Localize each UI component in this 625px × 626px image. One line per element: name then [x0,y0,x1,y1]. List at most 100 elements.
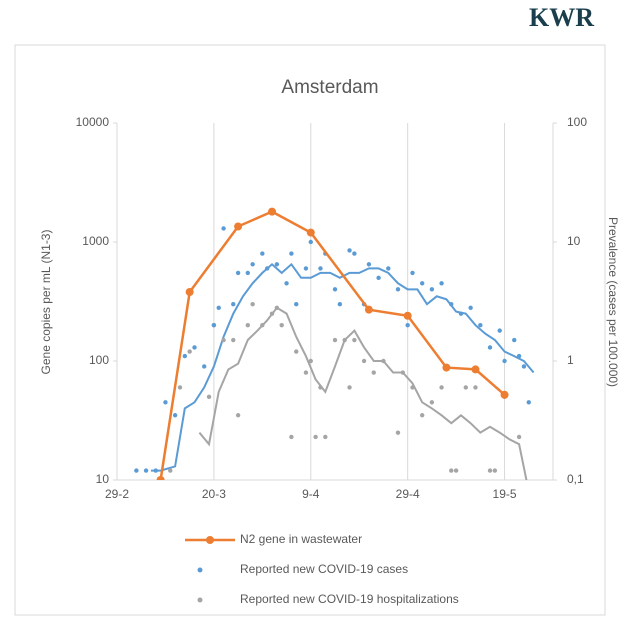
data-dot [516,434,522,440]
data-dot [269,311,275,316]
data-dot [264,266,270,271]
data-dot [410,270,415,276]
data-dot [172,413,178,418]
y2-axis-label: Prevalence (cases per 100.000) [606,217,620,387]
data-dot [429,400,435,405]
data-dot [303,266,309,271]
series-line [198,306,528,480]
x-tick-label: 9-4 [302,487,320,501]
data-dot [202,364,207,369]
data-dot [449,302,454,307]
series-line [150,262,535,472]
data-dot [449,468,454,473]
data-dot [250,302,255,307]
legend-swatch [206,536,214,544]
data-dot [420,281,425,286]
data-dot [313,434,318,440]
data-marker [306,228,315,237]
data-dot [143,468,149,473]
y-tick-label: 10 [96,472,110,486]
data-dot [512,337,517,343]
data-dot [468,305,473,310]
chart-title: Amsterdam [281,77,378,98]
data-marker [364,305,373,314]
data-dot [516,353,522,359]
data-dot [473,385,478,390]
plot-area [134,207,535,480]
data-dot [245,322,250,328]
data-dot [318,385,323,390]
data-dot [347,385,352,390]
data-dot [289,251,294,256]
data-dot [526,400,531,405]
data-marker [234,222,243,231]
data-dot [347,248,352,253]
x-tick-label: 20-3 [202,487,226,501]
data-marker [500,390,509,399]
x-tick-label: 29-4 [396,487,420,501]
data-dot [395,430,401,435]
data-marker [403,311,412,320]
data-dot [352,337,357,343]
data-dot [381,358,386,364]
data-dot [420,413,425,418]
data-marker [156,476,165,480]
legend-swatch [197,567,203,573]
data-dot [521,364,527,369]
data-dot [260,322,265,328]
data-dot [323,434,328,440]
data-dot [453,468,459,473]
data-dot [216,305,221,310]
data-dot [182,353,188,359]
data-dot [439,385,444,390]
data-dot [376,275,381,281]
data-dot [279,322,284,328]
data-dot [260,251,265,256]
data-dot [274,262,280,267]
data-dot [361,358,367,364]
data-dot [308,239,313,245]
legend-label: N2 gene in wastewater [240,532,362,546]
data-dot [206,394,212,400]
data-dot [231,337,236,343]
data-dot [487,468,493,473]
data-dot [332,287,338,292]
data-dot [366,262,372,267]
data-marker [185,288,194,297]
data-dot [284,281,289,286]
data-dot [308,358,313,364]
y2-tick-label: 0,1 [567,472,584,486]
y-tick-label: 1000 [82,234,109,248]
data-dot [211,322,217,328]
data-dot [187,349,192,354]
data-dot [395,287,401,292]
data-dot [478,322,483,328]
data-dot [303,370,309,375]
data-dot [168,468,173,473]
data-marker [442,363,451,372]
x-tick-label: 29-2 [105,487,129,501]
data-dot [405,322,410,328]
data-dot [294,302,299,307]
data-dot [274,305,280,310]
data-dot [429,287,435,292]
data-dot [294,349,299,354]
data-dot [352,251,357,256]
logo: KWR [529,3,594,32]
data-dot [337,302,343,307]
data-dot [400,370,406,375]
data-dot [134,468,139,473]
legend-label: Reported new COVID-19 hospitalizations [240,592,459,606]
x-tick-label: 19-5 [493,487,517,501]
data-dot [289,434,294,440]
data-dot [231,302,236,307]
data-marker [471,365,480,374]
data-dot [463,385,468,390]
data-dot [221,226,226,231]
data-dot [163,400,168,405]
data-dot [371,370,376,375]
series-line [159,210,506,480]
data-dot [245,270,250,276]
data-dot [410,385,415,390]
